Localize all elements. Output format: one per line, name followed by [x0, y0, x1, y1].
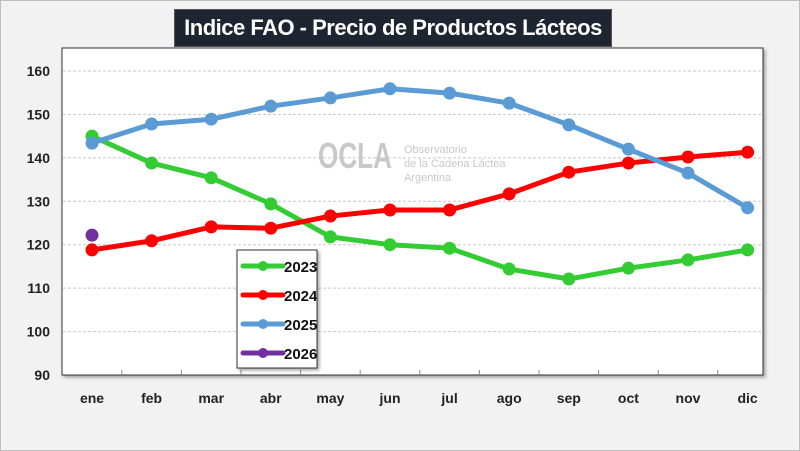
data-point	[621, 142, 635, 156]
watermark-line3: Argentina	[404, 172, 452, 184]
x-tick-label: sep	[557, 390, 581, 406]
series-2026	[85, 228, 99, 242]
ocla-watermark: OCLA Observatorio de la Cadena Láctea Ar…	[318, 135, 506, 184]
legend-label-2026: 2026	[284, 346, 317, 363]
x-tick-label: dic	[737, 390, 757, 406]
y-tick-label: 150	[27, 106, 51, 122]
data-point	[502, 96, 516, 110]
data-point	[562, 165, 576, 179]
x-tick-label: mar	[198, 390, 224, 406]
data-point	[621, 156, 635, 170]
y-tick-label: 100	[27, 324, 51, 340]
series-2024	[85, 145, 755, 257]
data-point	[681, 166, 695, 180]
data-point	[85, 243, 99, 257]
x-tick-label: oct	[618, 390, 639, 406]
x-tick-label: feb	[141, 390, 162, 406]
legend-label-2023: 2023	[284, 259, 317, 276]
data-point	[204, 220, 218, 234]
series-line-2024	[91, 149, 748, 253]
series-line-2025	[91, 86, 749, 210]
x-tick-label: abr	[260, 390, 282, 406]
x-tick-label: may	[316, 390, 344, 406]
data-point	[443, 241, 457, 255]
legend-label-2025: 2025	[284, 317, 317, 334]
data-point	[145, 234, 159, 248]
x-tick-label: ene	[80, 390, 104, 406]
y-tick-label: 90	[34, 367, 50, 383]
watermark-line1: Observatorio	[404, 144, 467, 156]
data-point	[264, 99, 278, 113]
data-point	[264, 197, 278, 211]
data-point	[383, 203, 397, 217]
data-point	[621, 261, 635, 275]
watermark-line2: de la Cadena Láctea	[404, 158, 506, 170]
data-point	[741, 201, 755, 215]
data-point	[323, 91, 337, 105]
data-point	[681, 253, 695, 267]
y-tick-label: 140	[27, 150, 51, 166]
data-point	[562, 272, 576, 286]
y-tick-label: 130	[27, 193, 51, 209]
legend-swatch-marker	[258, 261, 268, 271]
data-point	[204, 171, 218, 185]
x-tick-label: nov	[676, 390, 701, 406]
data-point	[85, 228, 99, 242]
legend-swatch-marker	[258, 290, 268, 300]
legend-swatch-marker	[258, 348, 268, 358]
data-point	[145, 117, 159, 131]
series-2025	[85, 82, 755, 215]
data-point	[562, 118, 576, 132]
series-line-2023	[90, 133, 749, 282]
data-point	[145, 156, 159, 170]
x-tick-label: jun	[379, 390, 401, 406]
data-point	[443, 203, 457, 217]
data-point	[383, 82, 397, 96]
legend: 2023 2024 2025 2026	[236, 249, 318, 369]
data-point	[383, 238, 397, 252]
data-point	[204, 112, 218, 126]
data-point	[323, 230, 337, 244]
data-point	[681, 150, 695, 164]
legend-swatch-marker	[258, 319, 268, 329]
data-point	[443, 86, 457, 100]
chart-title: Indice FAO - Precio de Productos Lácteos	[174, 9, 612, 47]
y-tick-label: 160	[27, 63, 51, 79]
x-tick-label: jul	[440, 390, 457, 406]
data-point	[323, 209, 337, 223]
y-tick-label: 120	[27, 237, 51, 253]
legend-label-2024: 2024	[284, 288, 318, 305]
data-point	[502, 262, 516, 276]
watermark-logo: OCLA	[318, 135, 392, 176]
x-tick-label: ago	[497, 390, 522, 406]
legend-box	[236, 249, 318, 369]
data-point	[741, 243, 755, 257]
data-point	[741, 145, 755, 159]
data-point	[85, 136, 99, 150]
data-point	[264, 221, 278, 235]
y-tick-label: 110	[27, 280, 50, 296]
data-point	[502, 187, 516, 201]
